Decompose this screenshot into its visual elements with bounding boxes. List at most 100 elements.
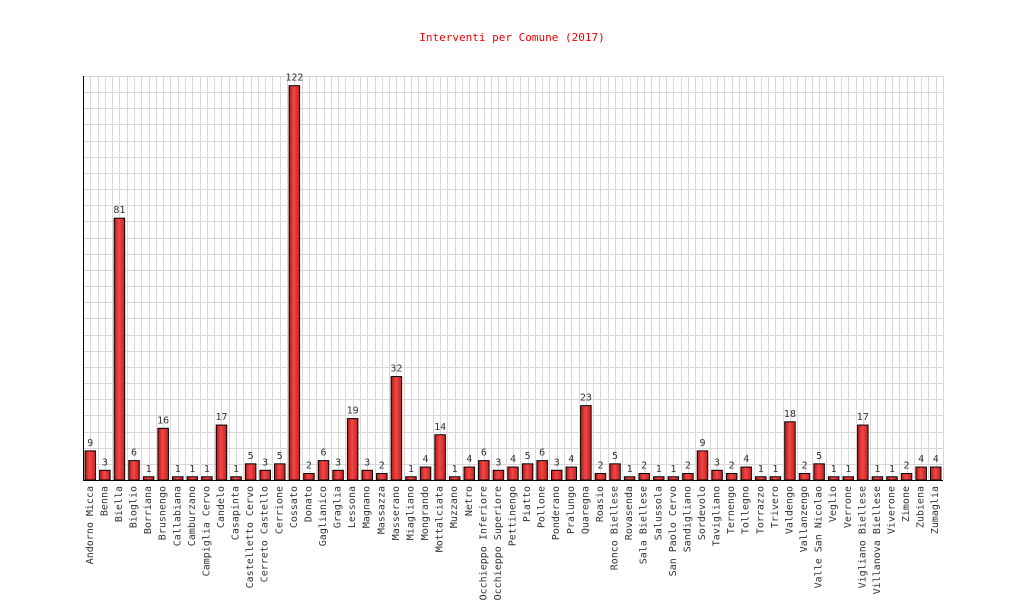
- data-label: 1: [656, 464, 662, 475]
- data-label: 2: [802, 461, 808, 472]
- bar: [405, 476, 417, 481]
- data-label: 3: [102, 457, 108, 468]
- bar: [609, 463, 621, 481]
- tick-label: Cerreto Castello: [260, 486, 271, 582]
- data-label: 18: [784, 409, 796, 420]
- bar: [113, 217, 126, 481]
- bar: [798, 473, 811, 481]
- bar: [303, 473, 315, 481]
- tick-label: Camburzano: [187, 486, 198, 546]
- data-label: 1: [189, 464, 195, 475]
- bars: [84, 85, 942, 481]
- data-label: 122: [285, 73, 303, 84]
- bar: [478, 460, 490, 481]
- bar: [813, 463, 825, 481]
- tick-label: Netro: [464, 486, 475, 516]
- tick-label: Occhieppo Superiore: [493, 486, 504, 600]
- grid: [83, 76, 944, 481]
- data-label: 6: [131, 448, 137, 459]
- tick-label: Occhieppo Inferiore: [478, 486, 489, 600]
- bar: [419, 466, 432, 481]
- bar: [755, 476, 767, 481]
- bar: [201, 476, 213, 481]
- data-label: 1: [204, 464, 210, 475]
- data-label: 1: [874, 464, 880, 475]
- data-label: 3: [335, 457, 341, 468]
- data-label: 1: [889, 464, 895, 475]
- tick-label: Miagliano: [405, 486, 416, 540]
- bar: [259, 469, 271, 481]
- tick-label: Casapinta: [231, 486, 242, 540]
- data-label: 5: [612, 451, 618, 462]
- data-label: 3: [262, 457, 268, 468]
- data-label: 1: [233, 464, 239, 475]
- data-label: 1: [627, 464, 633, 475]
- bar: [99, 469, 111, 481]
- tick-label: Donato: [303, 486, 314, 522]
- data-label: 32: [390, 364, 402, 375]
- bar: [215, 424, 228, 481]
- data-label: 2: [729, 461, 735, 472]
- tick-label: Sordevolo: [697, 486, 708, 540]
- data-label: 1: [758, 464, 764, 475]
- bar: [871, 476, 884, 481]
- tick-label: Biella: [114, 486, 125, 522]
- bar: [682, 473, 694, 481]
- bar: [157, 427, 169, 481]
- data-label: 6: [481, 448, 487, 459]
- tick-label: Ronco Biellese: [610, 486, 621, 570]
- bar: [565, 466, 578, 481]
- bar: [230, 476, 242, 481]
- data-label: 1: [175, 464, 181, 475]
- tick-label: Magnano: [362, 486, 373, 528]
- tick-label: Torrazzo: [755, 486, 766, 534]
- tick-label: Candelo: [216, 486, 227, 528]
- tick-label: Salussola: [653, 486, 664, 540]
- data-label: 16: [157, 415, 169, 426]
- tick-label: Tollegno: [741, 486, 752, 534]
- data-label: 4: [743, 454, 749, 465]
- bar: [274, 463, 286, 481]
- data-label: 4: [933, 454, 939, 465]
- data-label: 4: [568, 454, 574, 465]
- bar: [900, 473, 913, 481]
- bar: [653, 476, 665, 481]
- tick-label: Sandigliano: [682, 486, 693, 552]
- bar: [346, 418, 359, 481]
- data-label: 3: [364, 457, 370, 468]
- tick-label: Roasio: [595, 486, 606, 522]
- tick-label: Campiglia Cervo: [201, 486, 212, 576]
- bar: [317, 460, 330, 481]
- tick-label: Sala Biellese: [639, 486, 650, 564]
- tick-label: Quaregna: [580, 486, 591, 534]
- tick-label: Andorno Micca: [85, 486, 96, 564]
- tick-label: Gaglianico: [318, 486, 329, 546]
- bar: [725, 473, 738, 481]
- tick-label: Villanova Biellese: [872, 486, 883, 594]
- data-label: 4: [918, 454, 924, 465]
- data-label: 14: [434, 422, 446, 433]
- bar: [711, 469, 723, 481]
- tick-label: Brusnengo: [158, 486, 169, 540]
- data-label: 2: [641, 461, 647, 472]
- bar: [580, 405, 592, 481]
- bar: [434, 434, 446, 481]
- data-label: 5: [525, 451, 531, 462]
- tick-label: Pettinengo: [508, 486, 519, 546]
- bar: [740, 466, 752, 481]
- bar: [172, 476, 184, 481]
- data-label: 5: [277, 451, 283, 462]
- bar: [550, 469, 563, 481]
- tick-label: Zubiena: [916, 486, 927, 528]
- data-label: 2: [379, 461, 385, 472]
- data-label: 9: [699, 438, 705, 449]
- data-label: 2: [685, 461, 691, 472]
- bar: [536, 460, 548, 481]
- tick-label: Vigliano Biellese: [857, 486, 868, 588]
- bar: [492, 469, 505, 481]
- data-label: 9: [87, 438, 93, 449]
- tick-label: Zumaglia: [930, 486, 941, 534]
- data-label: 1: [408, 464, 414, 475]
